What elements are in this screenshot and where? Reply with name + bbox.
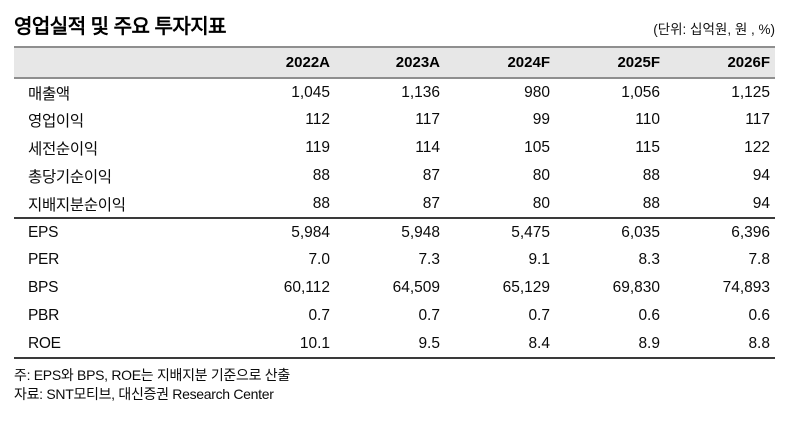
report-page: 영업실적 및 주요 투자지표 (단위: 십억원, 원 , %) 2022A 20…	[14, 10, 775, 404]
table-row-total-net-income: 총당기순이익 88 87 80 88 94	[14, 162, 775, 190]
cell-value: 8.8	[665, 330, 775, 359]
cell-value: 74,893	[722, 279, 770, 296]
cell-value: 117	[745, 111, 770, 128]
cell-value: 117	[415, 111, 440, 128]
cell-value: 7.8	[748, 251, 770, 268]
cell-value: 115	[635, 139, 660, 156]
cell-value: 88	[312, 167, 330, 184]
table-row-roe: ROE 10.1 9.5 8.4 8.9 8.8	[14, 330, 775, 359]
cell-value: 9.1	[528, 251, 550, 268]
cell-value: 9.5	[335, 330, 445, 359]
cell-value: 87	[335, 190, 445, 219]
row-label: PER	[28, 251, 59, 268]
cell-value: 80	[532, 167, 550, 184]
cell-value: 99	[532, 111, 550, 128]
cell-value: 6,396	[731, 223, 770, 241]
cell-value: 7.0	[308, 251, 330, 268]
row-label: 매출액	[28, 85, 70, 103]
cell-value: 110	[635, 111, 660, 128]
column-header-2024f: 2024F	[445, 46, 555, 79]
cell-value: 64,509	[392, 279, 440, 296]
cell-value: 10.1	[225, 330, 335, 359]
cell-value: 114	[415, 139, 440, 156]
row-label: 영업이익	[28, 113, 84, 130]
cell-value: 5,948	[401, 223, 440, 241]
footnotes: 주: EPS와 BPS, ROE는 지배지분 기준으로 산출 자료: SNT모티…	[14, 366, 775, 404]
row-label: BPS	[28, 279, 59, 296]
cell-value: 87	[422, 167, 440, 184]
cell-value: 112	[305, 111, 330, 128]
unit-note: (단위: 십억원, 원 , %)	[653, 22, 775, 37]
cell-value: 105	[524, 139, 550, 156]
cell-value: 7.3	[418, 251, 440, 268]
cell-value: 88	[555, 190, 665, 219]
cell-value: 1,045	[291, 83, 330, 101]
cell-value: 980	[524, 83, 550, 101]
column-header-2023a: 2023A	[335, 46, 445, 79]
cell-value: 88	[642, 167, 660, 184]
cell-value: 65,129	[502, 279, 550, 296]
table-row-pretax-income: 세전순이익 119 114 105 115 122	[14, 134, 775, 162]
table-header-row: 2022A 2023A 2024F 2025F 2026F	[14, 46, 775, 79]
cell-value: 88	[225, 190, 335, 219]
table-row-eps: EPS 5,984 5,948 5,475 6,035 6,396	[14, 218, 775, 246]
cell-value: 0.7	[528, 307, 550, 324]
cell-value: 8.4	[445, 330, 555, 359]
row-label: PBR	[28, 307, 59, 324]
cell-value: 94	[752, 167, 770, 184]
table-row-operating-profit: 영업이익 112 117 99 110 117	[14, 106, 775, 134]
row-label: 총당기순이익	[28, 169, 112, 186]
title-row: 영업실적 및 주요 투자지표 (단위: 십억원, 원 , %)	[14, 10, 775, 39]
cell-value: 1,056	[621, 83, 660, 101]
financials-table: 2022A 2023A 2024F 2025F 2026F 매출액 1,045 …	[14, 46, 775, 359]
row-label: 세전순이익	[28, 141, 98, 158]
footnote-basis: 주: EPS와 BPS, ROE는 지배지분 기준으로 산출	[14, 367, 290, 383]
cell-value: 80	[445, 190, 555, 219]
cell-value: 1,136	[401, 83, 440, 101]
cell-value: 0.6	[748, 307, 770, 324]
column-header-2025f: 2025F	[555, 46, 665, 79]
table-row-revenue: 매출액 1,045 1,136 980 1,056 1,125	[14, 78, 775, 106]
cell-value: 6,035	[621, 223, 660, 241]
column-header-empty	[14, 46, 225, 79]
cell-value: 0.7	[418, 307, 440, 324]
cell-value: 8.3	[638, 251, 660, 268]
cell-value: 0.6	[638, 307, 660, 324]
row-label: 지배지분순이익	[14, 190, 225, 219]
cell-value: 122	[744, 139, 770, 156]
table-row-pbr: PBR 0.7 0.7 0.7 0.6 0.6	[14, 302, 775, 330]
row-label: ROE	[14, 330, 225, 359]
table-row-controlling-net-income: 지배지분순이익 88 87 80 88 94	[14, 190, 775, 219]
cell-value: 5,475	[511, 223, 550, 241]
cell-value: 5,984	[291, 223, 330, 241]
cell-value: 1,125	[731, 83, 770, 101]
table-row-per: PER 7.0 7.3 9.1 8.3 7.8	[14, 246, 775, 274]
cell-value: 8.9	[555, 330, 665, 359]
cell-value: 0.7	[308, 307, 330, 324]
cell-value: 69,830	[612, 279, 660, 296]
cell-value: 94	[665, 190, 775, 219]
footnote-source: 자료: SNT모티브, 대신증권 Research Center	[14, 386, 274, 402]
column-header-2026f: 2026F	[665, 46, 775, 79]
cell-value: 60,112	[283, 279, 330, 296]
row-label: EPS	[28, 223, 59, 241]
column-header-2022a: 2022A	[225, 46, 335, 79]
cell-value: 119	[305, 139, 330, 156]
table-row-bps: BPS 60,112 64,509 65,129 69,830 74,893	[14, 274, 775, 302]
page-title: 영업실적 및 주요 투자지표	[14, 16, 227, 38]
